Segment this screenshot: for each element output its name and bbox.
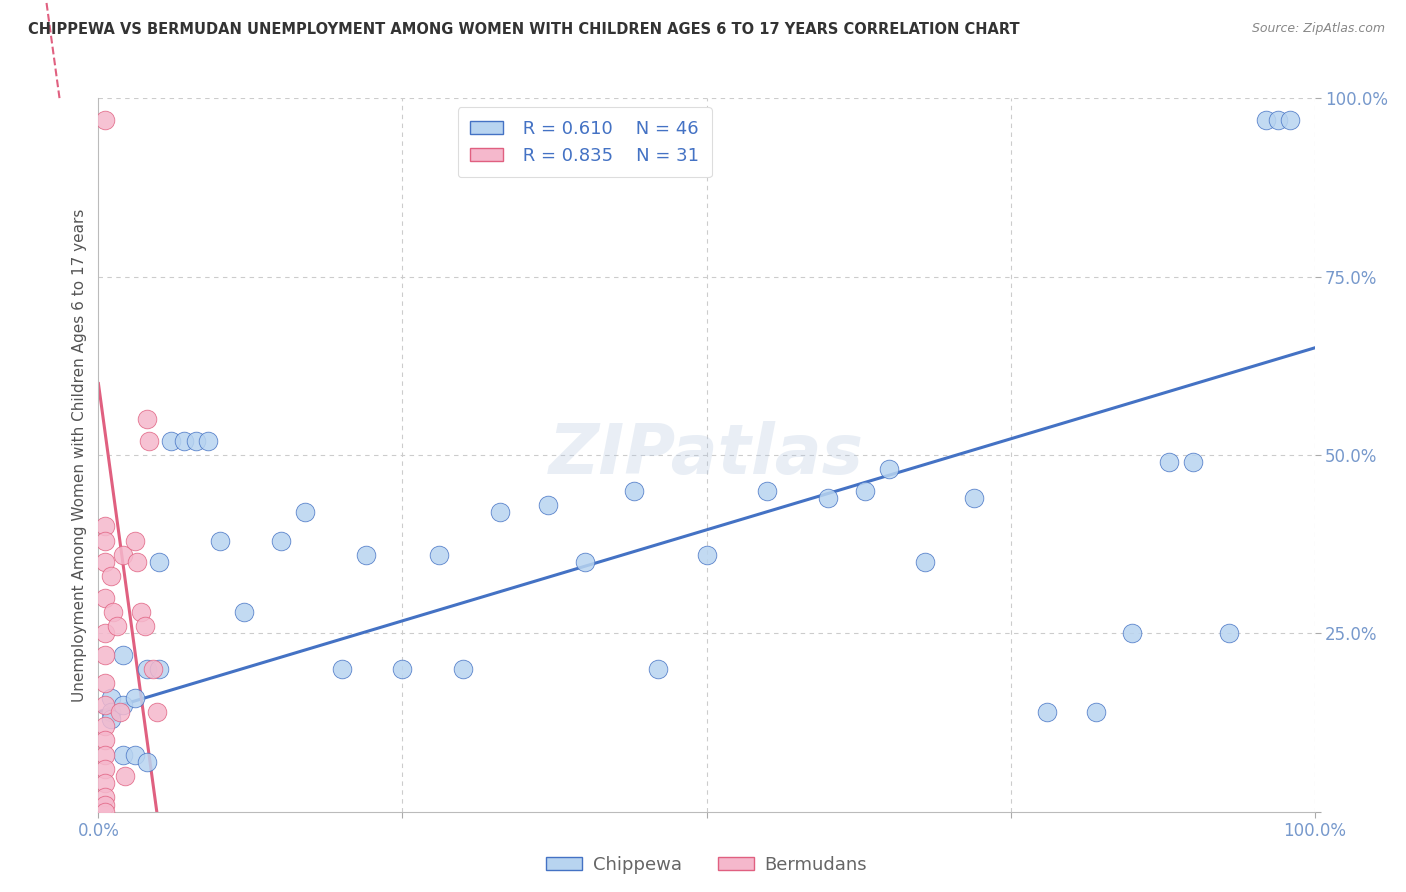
Y-axis label: Unemployment Among Women with Children Ages 6 to 17 years: Unemployment Among Women with Children A…: [72, 208, 87, 702]
Point: [142, 662, 165, 676]
Point: [354, 548, 377, 562]
Point: [391, 662, 413, 676]
Point: [134, 619, 156, 633]
Point: [93, 112, 115, 127]
Point: [93, 790, 115, 805]
Point: [877, 462, 900, 476]
Point: [93, 762, 115, 776]
Point: [1084, 705, 1107, 719]
Point: [1182, 455, 1205, 469]
Point: [148, 662, 170, 676]
Point: [93, 797, 115, 812]
Point: [136, 755, 159, 769]
Point: [1157, 455, 1180, 469]
Point: [453, 662, 475, 676]
Text: Source: ZipAtlas.com: Source: ZipAtlas.com: [1251, 22, 1385, 36]
Point: [100, 712, 122, 726]
Point: [270, 533, 292, 548]
Point: [197, 434, 219, 448]
Point: [93, 776, 115, 790]
Point: [93, 676, 115, 690]
Point: [93, 805, 115, 819]
Point: [914, 555, 936, 569]
Legend: Chippewa, Bermudans: Chippewa, Bermudans: [538, 849, 875, 881]
Point: [756, 483, 779, 498]
Point: [124, 747, 146, 762]
Point: [1267, 112, 1289, 127]
Point: [111, 747, 134, 762]
Point: [93, 747, 115, 762]
Point: [129, 605, 152, 619]
Point: [184, 434, 207, 448]
Point: [1279, 112, 1302, 127]
Point: [853, 483, 876, 498]
Point: [1121, 626, 1143, 640]
Point: [93, 698, 115, 712]
Point: [647, 662, 669, 676]
Point: [160, 434, 183, 448]
Point: [105, 619, 128, 633]
Point: [124, 533, 146, 548]
Text: ZIPatlas: ZIPatlas: [548, 421, 865, 489]
Point: [427, 548, 450, 562]
Point: [100, 690, 122, 705]
Point: [963, 491, 986, 505]
Point: [100, 569, 122, 583]
Point: [93, 733, 115, 747]
Point: [488, 505, 510, 519]
Point: [93, 648, 115, 662]
Point: [114, 769, 136, 783]
Point: [136, 662, 159, 676]
Point: [138, 434, 160, 448]
Point: [1036, 705, 1059, 719]
Point: [100, 705, 122, 719]
Point: [136, 412, 159, 426]
Point: [817, 491, 839, 505]
Point: [101, 605, 124, 619]
Point: [173, 434, 195, 448]
Point: [146, 705, 169, 719]
Point: [93, 555, 115, 569]
Point: [111, 548, 134, 562]
Text: CHIPPEWA VS BERMUDAN UNEMPLOYMENT AMONG WOMEN WITH CHILDREN AGES 6 TO 17 YEARS C: CHIPPEWA VS BERMUDAN UNEMPLOYMENT AMONG …: [28, 22, 1019, 37]
Point: [537, 498, 560, 512]
Point: [623, 483, 645, 498]
Point: [1254, 112, 1277, 127]
Point: [93, 626, 115, 640]
Point: [233, 605, 256, 619]
Point: [696, 548, 718, 562]
Point: [93, 533, 115, 548]
Point: [330, 662, 353, 676]
Point: [124, 690, 146, 705]
Point: [93, 591, 115, 605]
Point: [111, 698, 134, 712]
Point: [127, 555, 149, 569]
Point: [1218, 626, 1240, 640]
Point: [574, 555, 596, 569]
Point: [294, 505, 316, 519]
Point: [209, 533, 232, 548]
Point: [93, 519, 115, 533]
Point: [110, 705, 132, 719]
Point: [148, 555, 170, 569]
Point: [111, 648, 134, 662]
Point: [93, 719, 115, 733]
